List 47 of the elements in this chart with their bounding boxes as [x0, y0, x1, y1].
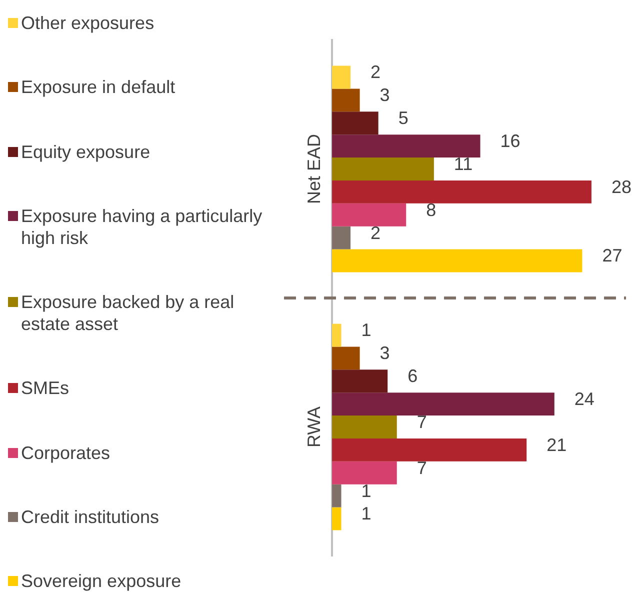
y-tick-label: RWA: [304, 406, 324, 448]
bar: [332, 180, 592, 204]
legend-label: Exposure in default: [21, 76, 176, 98]
data-label: 27: [602, 246, 622, 266]
legend-label: SMEs: [21, 377, 70, 400]
legend-label: Other exposures: [21, 12, 154, 34]
bar: [332, 416, 397, 438]
bar: [332, 346, 360, 370]
y-tick-label: Net EAD: [304, 134, 324, 204]
legend-label: Exposure having a particularly high risk: [21, 204, 264, 249]
bar: [332, 484, 342, 508]
data-label: 3: [380, 85, 390, 106]
bar: [332, 134, 480, 158]
data-label: 21: [546, 434, 567, 455]
bar: [332, 507, 342, 530]
legend-label: Exposure backed by a real estate asset: [21, 291, 236, 335]
data-label: 6: [408, 366, 418, 386]
data-label: 3: [380, 343, 390, 364]
data-label: 2: [370, 222, 381, 243]
bar: [332, 158, 434, 180]
bar: [332, 88, 360, 112]
data-label: 7: [416, 412, 427, 432]
data-label: 1: [361, 320, 372, 340]
bar: [332, 438, 527, 462]
bar: [332, 66, 351, 89]
data-label: 8: [426, 200, 436, 220]
data-label: 11: [454, 154, 473, 174]
data-label: 2: [370, 62, 381, 82]
bar: [332, 370, 388, 393]
data-label: 5: [398, 108, 408, 128]
bar: [332, 324, 342, 347]
legend-label: Equity exposure: [21, 140, 150, 162]
bar: [332, 249, 582, 272]
data-label: 1: [361, 504, 372, 524]
legend-label: Credit institutions: [21, 506, 160, 528]
bar: [332, 392, 554, 416]
bar: [332, 112, 378, 135]
data-label: 16: [500, 131, 520, 152]
bar: [332, 203, 406, 226]
data-label: 7: [416, 458, 427, 478]
legend-label: Corporates: [21, 442, 110, 464]
bar: [332, 461, 397, 484]
data-label: 24: [574, 389, 594, 410]
data-label: 28: [611, 176, 632, 197]
bar: [332, 226, 351, 250]
legend-label: Sovereign exposure: [21, 570, 182, 592]
data-label: 1: [361, 480, 372, 501]
